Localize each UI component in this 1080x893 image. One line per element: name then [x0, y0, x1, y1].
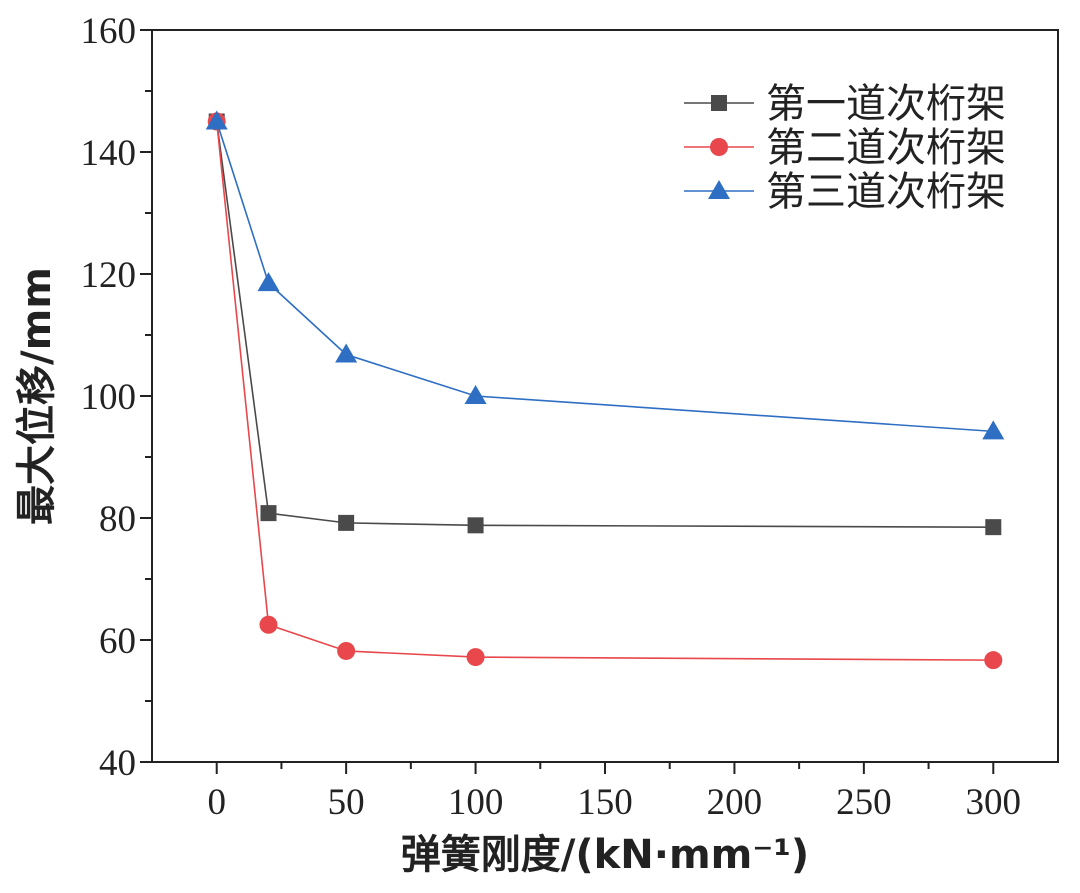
- data-point: [259, 615, 278, 634]
- x-tick-label: 100: [448, 782, 504, 823]
- x-tick-label: 50: [328, 782, 365, 823]
- x-tick-label: 0: [207, 782, 226, 823]
- data-point: [335, 343, 358, 363]
- legend-item-1: 第一道次桁架: [684, 81, 1006, 127]
- y-axis-title: 最大位移/mm: [14, 267, 60, 525]
- legend-marker: [708, 180, 730, 199]
- legend-item-2: 第二道次桁架: [684, 125, 1006, 171]
- x-tick-label: 150: [577, 782, 633, 823]
- legend-marker: [710, 138, 728, 156]
- x-tick-label: 300: [966, 782, 1022, 823]
- data-point: [464, 385, 487, 404]
- legend-label: 第一道次桁架: [766, 81, 1006, 127]
- data-point: [466, 648, 485, 667]
- axes: 0 50 100 150 200 250 300 40 60 80 100 120 140 160: [81, 11, 1059, 823]
- data-point: [985, 519, 1002, 536]
- data-point: [982, 420, 1005, 440]
- x-axis-title: 弹簧刚度/(kN·mm⁻¹): [401, 832, 809, 878]
- data-point: [984, 651, 1003, 670]
- y-tick-label: 160: [81, 11, 137, 52]
- legend-item-3: 第三道次桁架: [684, 169, 1006, 215]
- y-tick-label: 100: [81, 377, 137, 418]
- series-3: [205, 110, 1005, 440]
- data-point: [205, 110, 228, 130]
- data-point: [338, 514, 355, 531]
- y-tick-label: 120: [81, 255, 137, 296]
- legend-label: 第三道次桁架: [766, 169, 1006, 215]
- data-point: [260, 505, 277, 522]
- y-tick-label: 60: [99, 621, 136, 662]
- x-tick-label: 200: [707, 782, 763, 823]
- data-point: [257, 272, 280, 292]
- series-layer: [205, 110, 1005, 670]
- series-2: [207, 112, 1003, 670]
- legend-label: 第二道次桁架: [766, 125, 1006, 171]
- y-tick-label: 80: [99, 499, 136, 540]
- data-point: [337, 641, 356, 660]
- y-tick-label: 140: [81, 133, 137, 174]
- y-tick-label: 40: [99, 743, 136, 784]
- legend-marker: [711, 95, 727, 111]
- x-tick-label: 250: [836, 782, 892, 823]
- data-point: [467, 517, 484, 534]
